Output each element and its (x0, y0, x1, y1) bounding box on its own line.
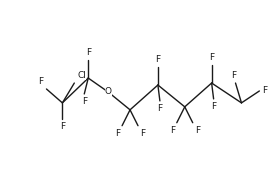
Text: F: F (170, 126, 175, 135)
Text: F: F (82, 97, 87, 106)
Text: F: F (86, 48, 91, 57)
Text: F: F (262, 86, 268, 96)
Text: F: F (60, 122, 65, 131)
Text: F: F (157, 104, 163, 113)
Text: O: O (105, 88, 112, 96)
Text: F: F (231, 71, 236, 80)
Text: F: F (140, 129, 145, 138)
Text: F: F (38, 77, 43, 86)
Text: F: F (211, 102, 216, 111)
Text: Cl: Cl (77, 71, 86, 80)
Text: F: F (195, 126, 200, 135)
Text: F: F (209, 53, 214, 62)
Text: F: F (115, 129, 120, 138)
Text: F: F (155, 55, 160, 64)
